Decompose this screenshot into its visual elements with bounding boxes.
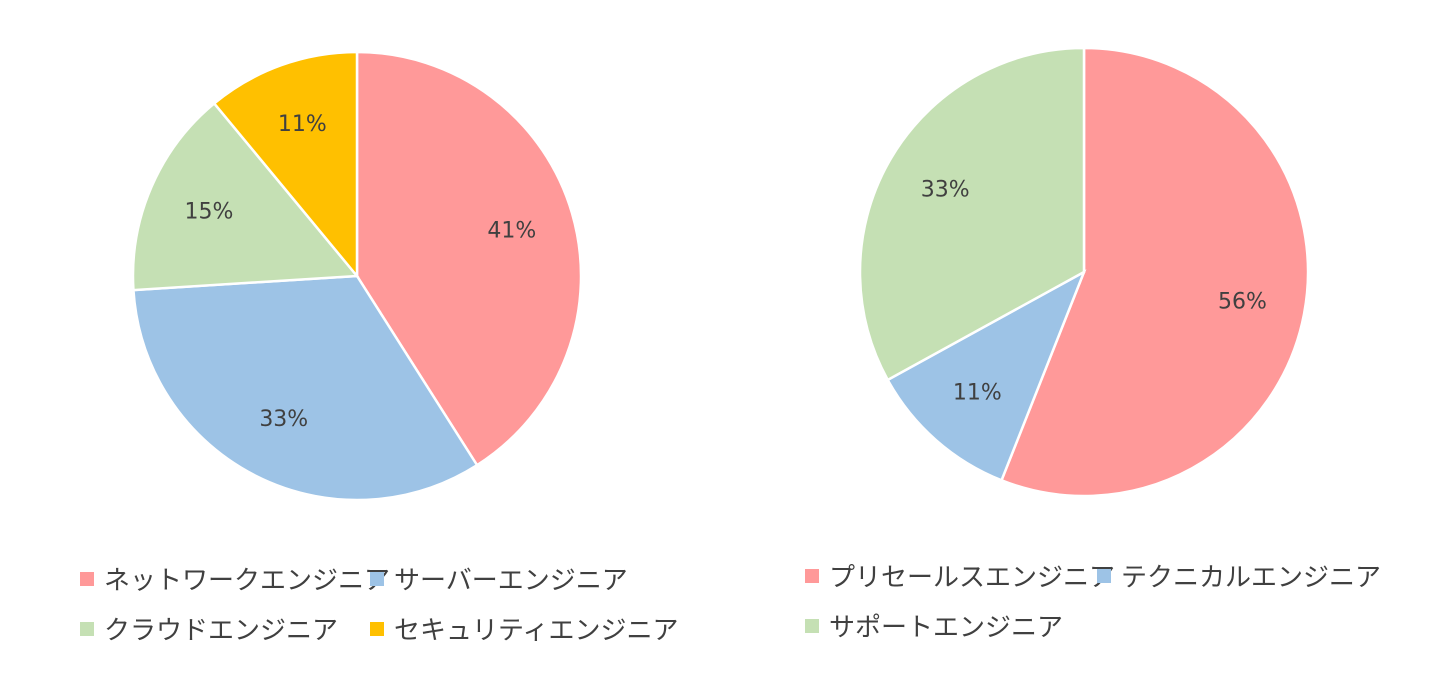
legend-item: セキュリティエンジニア	[370, 610, 678, 647]
pie-chart-engineer-roles: 56% 11% 33%	[858, 46, 1310, 498]
legend-swatch	[370, 621, 384, 636]
legend-swatch	[80, 621, 94, 636]
legend-swatch	[805, 568, 819, 583]
data-label-4: 11%	[278, 112, 327, 137]
legend-item: サポートエンジニア	[805, 607, 1063, 644]
legend-label: ネットワークエンジニア	[104, 566, 391, 596]
pie-slice-2	[886, 269, 1087, 482]
legend-label: サポートエンジニア	[829, 613, 1064, 643]
legend-item: サーバーエンジニア	[370, 560, 628, 597]
legend-item: プリセールスエンジニア	[805, 557, 1115, 594]
legend-swatch	[1097, 568, 1111, 583]
data-label-1: 56%	[1218, 290, 1267, 315]
legend-label: クラウドエンジニア	[104, 616, 339, 646]
data-label-1: 41%	[487, 219, 536, 244]
pie-chart-engineer-types: 41% 33% 15% 11%	[131, 50, 583, 502]
legend-label: テクニカルエンジニア	[1121, 563, 1382, 593]
legend-item: ネットワークエンジニア	[80, 560, 390, 597]
pie-slice-1	[999, 46, 1310, 498]
legend-label: プリセールスエンジニア	[829, 563, 1116, 593]
pie-slice-3	[131, 101, 360, 292]
legend-label: サーバーエンジニア	[394, 566, 628, 596]
legend-swatch	[805, 618, 819, 633]
pie-slice-1	[355, 50, 583, 467]
data-label-3: 15%	[185, 199, 234, 224]
legend-label: セキュリティエンジニア	[394, 616, 679, 646]
pie-slice-3	[858, 46, 1086, 382]
legend-item: テクニカルエンジニア	[1097, 557, 1381, 594]
legend-swatch	[370, 571, 384, 586]
data-label-3: 33%	[921, 177, 970, 202]
data-label-2: 11%	[953, 380, 1002, 405]
legend-swatch	[80, 571, 94, 586]
pie-slice-4	[212, 50, 359, 280]
legend-item: クラウドエンジニア	[80, 610, 338, 647]
pie-slice-2	[132, 274, 479, 502]
data-label-2: 33%	[259, 407, 308, 432]
